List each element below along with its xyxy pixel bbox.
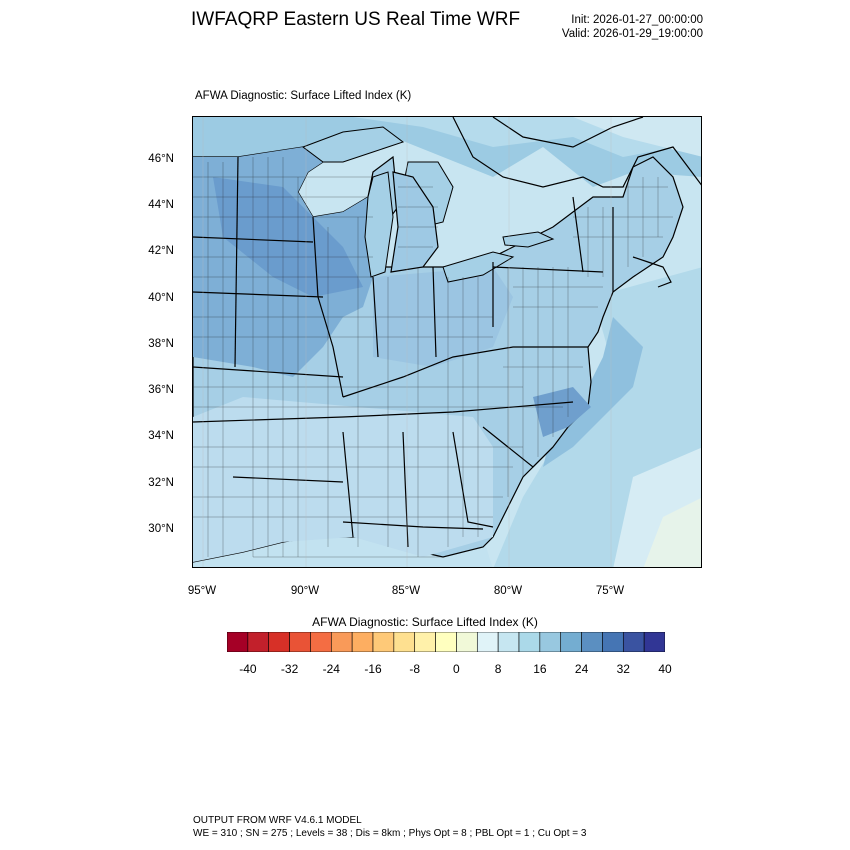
colorbar-swatch: [372, 632, 395, 652]
colorbar-swatch: [351, 632, 374, 652]
colorbar: [227, 632, 665, 652]
colorbar-tick-label: -24: [322, 662, 340, 676]
graticule: [202, 117, 612, 567]
colorbar-swatch: [310, 632, 332, 652]
colorbar-swatch: [268, 632, 290, 652]
colorbar-tick-label: -32: [280, 662, 299, 676]
atlantic-lightest: [643, 498, 701, 567]
plot-title: AFWA Diagnostic: Surface Lifted Index (K…: [195, 90, 412, 102]
plains-darkest-field: [213, 177, 363, 297]
lake-michigan: [364, 171, 394, 278]
lon-label: 80°W: [493, 585, 523, 597]
colorbar-title: AFWA Diagnostic: Surface Lifted Index (K…: [312, 615, 538, 629]
lat-label: 34°N: [148, 430, 174, 442]
lake-ontario: [502, 231, 555, 248]
colorbar-swatch: [476, 632, 499, 652]
lon-label: 95°W: [187, 585, 217, 597]
lifted-index-map: [193, 117, 701, 567]
lon-label: 90°W: [290, 585, 320, 597]
colorbar-tick-label: 24: [574, 662, 589, 676]
northeast-field-light: [573, 117, 701, 157]
colorbar-tick-label: 32: [616, 662, 630, 676]
colorbar-tick-label: -40: [239, 662, 257, 676]
lake-erie: [442, 251, 515, 283]
lat-label: 40°N: [148, 292, 174, 304]
colorbar-tick-label: 40: [658, 662, 672, 676]
colorbar-swatch: [581, 632, 603, 652]
lat-label: 30°N: [148, 523, 174, 535]
colorbar-tick-label: -16: [364, 662, 382, 676]
lon-label: 85°W: [391, 585, 421, 597]
coastlines: [452, 117, 701, 288]
colorbar-swatch: [393, 632, 416, 652]
lat-label: 46°N: [148, 153, 174, 165]
lat-label: 38°N: [148, 338, 174, 350]
lat-label: 32°N: [148, 477, 174, 489]
lat-label: 44°N: [148, 199, 174, 211]
lon-label: 75°W: [595, 585, 625, 597]
lake-superior: [301, 126, 405, 163]
valid-time: Valid: 2026-01-29_19:00:00: [561, 28, 703, 40]
atlantic-dark-band: [543, 317, 643, 467]
colorbar-swatch: [227, 632, 249, 652]
model-settings: WE = 310 ; SN = 275 ; Levels = 38 ; Dis …: [193, 828, 587, 839]
colorbar-swatch: [247, 632, 270, 652]
model-info: OUTPUT FROM WRF V4.6.1 MODEL: [193, 815, 362, 826]
county-boundaries: [193, 157, 673, 558]
lat-label: 36°N: [148, 384, 174, 396]
colorbar-swatch: [643, 632, 665, 652]
colorbar-swatch: [289, 632, 311, 652]
colorbar-swatch: [330, 632, 353, 652]
colorbar-swatch: [435, 632, 457, 652]
colorbar-tick-label: 16: [533, 662, 547, 676]
colorbar-swatch: [497, 632, 520, 652]
colorbar-swatch: [456, 632, 478, 652]
colorbar-swatch: [622, 632, 645, 652]
colorbar-swatch: [560, 632, 582, 652]
colorbar-swatch: [539, 632, 562, 652]
map-panel: [192, 116, 702, 568]
colorbar-swatch: [602, 632, 624, 652]
lat-label: 42°N: [148, 245, 174, 257]
colorbar-swatch: [518, 632, 541, 652]
colorbar-tick-label: 8: [494, 662, 502, 676]
colorbar-tick-label: 0: [453, 662, 460, 676]
main-title: IWFAQRP Eastern US Real Time WRF: [191, 9, 521, 30]
coastal-dark-field: [533, 387, 591, 437]
colorbar-tick-label: -8: [409, 662, 421, 676]
colorbar-swatch: [414, 632, 436, 652]
init-time: Init: 2026-01-27_00:00:00: [571, 14, 703, 26]
